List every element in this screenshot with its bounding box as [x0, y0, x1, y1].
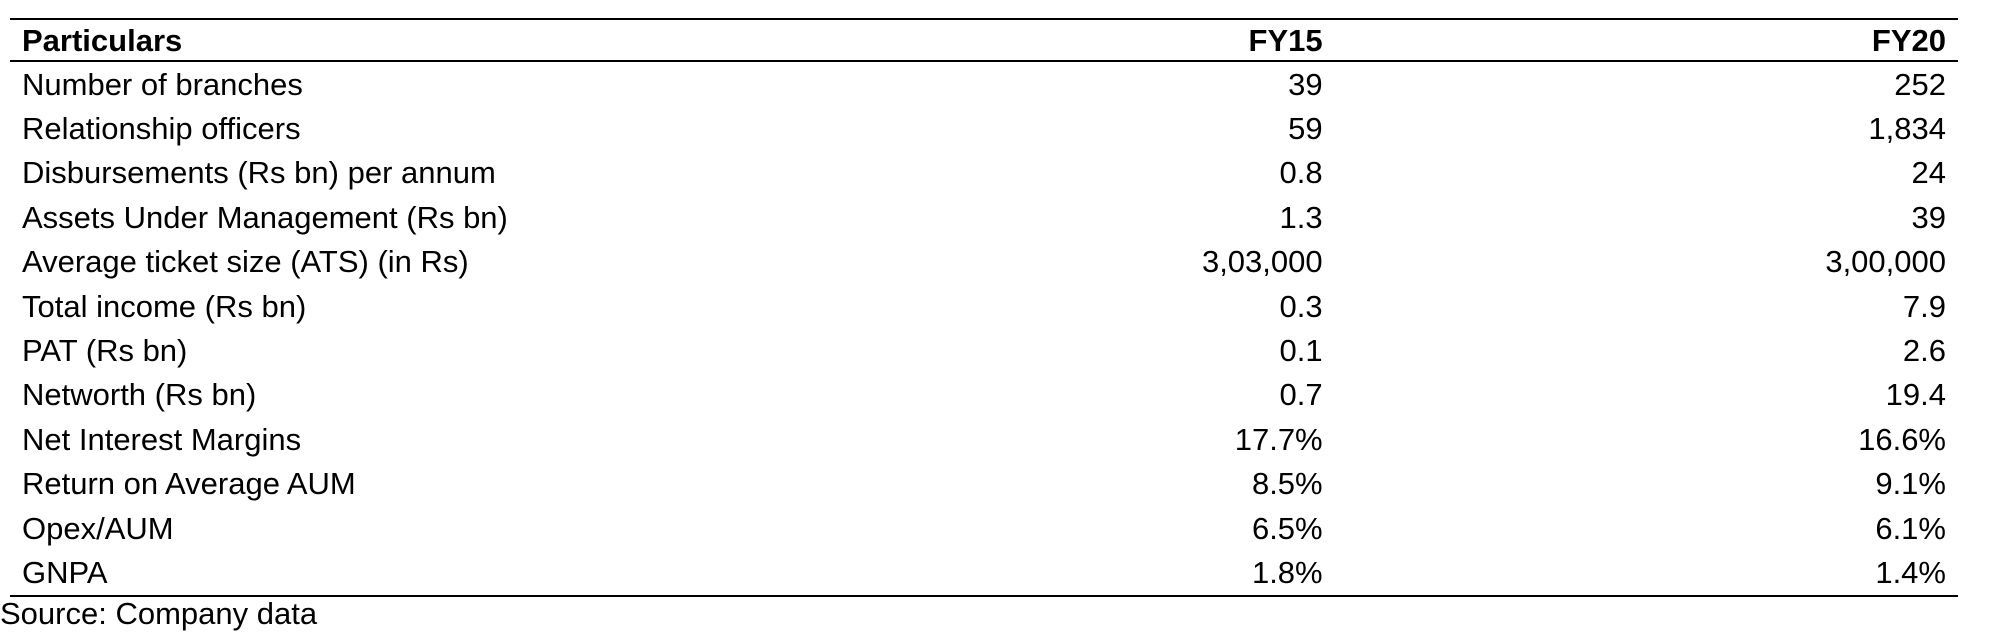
table-row: Total income (Rs bn) 0.3 7.9 — [10, 284, 1958, 328]
cell-value: 39 — [1288, 66, 1323, 102]
row-label: Average ticket size (ATS) (in Rs) — [22, 244, 469, 280]
cell-value: 6.1% — [1875, 510, 1946, 546]
cell-value: 0.8 — [1279, 155, 1323, 191]
cell-value: 0.1 — [1279, 333, 1323, 369]
source-note: Source: Company data — [0, 596, 318, 631]
cell-value: 8.5% — [1251, 466, 1323, 502]
row-label: Net Interest Margins — [22, 421, 302, 457]
table-body: Number of branches 39 252 Relationship offi… — [10, 61, 1958, 596]
row-label: Opex/AUM — [22, 510, 174, 546]
header-row: Particulars FY15 FY20 — [10, 19, 1958, 61]
column-header: Particulars — [22, 22, 183, 58]
table-row: Disbursements (Rs bn) per annum 0.8 24 — [10, 151, 1958, 195]
row-label: PAT (Rs bn) — [22, 333, 188, 369]
row-label: Relationship officers — [22, 111, 301, 147]
table-row: GNPA 1.8% 1.4% — [10, 550, 1958, 596]
table-row: Networth (Rs bn) 0.7 19.4 — [10, 373, 1958, 417]
page: {"table": { "columns": ["Particulars", "… — [0, 18, 1958, 631]
cell-value: 17.7% — [1234, 421, 1323, 457]
table-container: Particulars FY15 FY20 Number of branches 39… — [10, 18, 1958, 597]
table-row: Return on Average AUM 8.5% 9.1% — [10, 462, 1958, 506]
cell-value: 24 — [1911, 155, 1946, 191]
table-row: Average ticket size (ATS) (in Rs) 3,03,00… — [10, 240, 1958, 284]
cell-value: 9.1% — [1875, 466, 1946, 502]
cell-value: 3,00,000 — [1825, 244, 1946, 280]
table-row: Assets Under Management (Rs bn) 1.3 39 — [10, 195, 1958, 239]
row-label: Assets Under Management (Rs bn) — [22, 199, 508, 235]
column-header: FY20 — [1871, 22, 1946, 58]
cell-value: 7.9 — [1902, 288, 1946, 324]
row-label: Number of branches — [22, 66, 303, 102]
cell-value: 6.5% — [1251, 510, 1323, 546]
cell-value: 1.3 — [1279, 199, 1323, 235]
cell-value: 1.4% — [1875, 554, 1946, 590]
cell-value: 1,834 — [1868, 111, 1946, 147]
cell-value: 0.3 — [1279, 288, 1323, 324]
cell-value: 3,03,000 — [1201, 244, 1323, 280]
table-row: Number of branches 39 252 — [10, 61, 1958, 106]
cell-value: 1.8% — [1251, 554, 1323, 590]
row-label: Total income (Rs bn) — [22, 288, 307, 324]
data-table: Particulars FY15 FY20 Number of branches 39… — [10, 18, 1958, 597]
cell-value: 39 — [1911, 199, 1946, 235]
row-label: Networth (Rs bn) — [22, 377, 257, 413]
column-header: FY15 — [1248, 22, 1323, 58]
cell-value: 2.6 — [1902, 333, 1946, 369]
cell-value: 19.4 — [1885, 377, 1946, 413]
table-row: Opex/AUM 6.5% 6.1% — [10, 506, 1958, 550]
cell-value: 252 — [1894, 66, 1946, 102]
row-label: GNPA — [22, 554, 108, 590]
cell-value: 0.7 — [1279, 377, 1323, 413]
cell-value: 16.6% — [1858, 421, 1946, 457]
table-row: PAT (Rs bn) 0.1 2.6 — [10, 328, 1958, 372]
table-row: Relationship officers 59 1,834 — [10, 106, 1958, 150]
table-row: Net Interest Margins 17.7% 16.6% — [10, 417, 1958, 461]
row-label: Return on Average AUM — [22, 466, 356, 502]
row-label: Disbursements (Rs bn) per annum — [22, 155, 496, 191]
table-head: Particulars FY15 FY20 — [10, 19, 1958, 61]
cell-value: 59 — [1288, 111, 1323, 147]
